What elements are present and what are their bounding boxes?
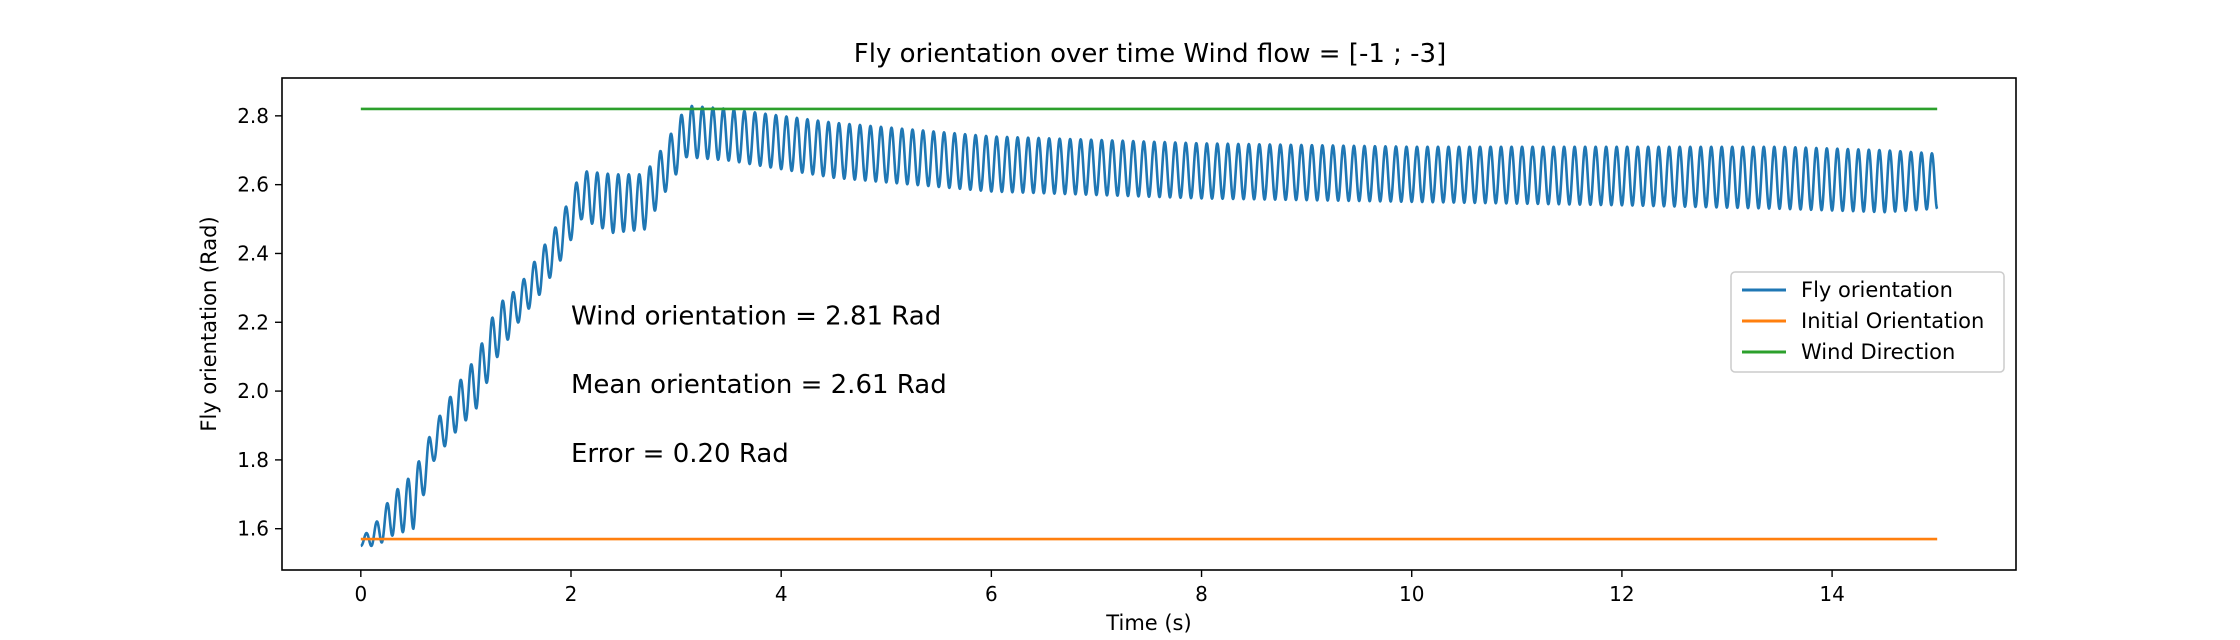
x-tick-label: 12	[1609, 582, 1634, 606]
legend-label-wind-direction: Wind Direction	[1801, 340, 1955, 364]
x-tick-label: 0	[354, 582, 367, 606]
series-line-fly-orientation	[359, 104, 1939, 548]
x-tick-label: 14	[1819, 582, 1844, 606]
x-tick-label: 8	[1195, 582, 1208, 606]
y-tick-label: 1.8	[237, 448, 269, 472]
y-tick-label: 2.6	[237, 173, 269, 197]
legend: Fly orientation Initial Orientation Wind…	[1730, 271, 2005, 373]
plot-frame	[281, 77, 2017, 571]
annotation-1: Wind orientation = 2.81 Rad	[571, 301, 941, 331]
x-tick-label: 6	[985, 582, 998, 606]
x-axis-label: Time (s)	[1105, 611, 1191, 635]
annotation-3: Error = 0.20 Rad	[571, 439, 789, 469]
x-tick-label: 4	[775, 582, 788, 606]
y-axis-label: Fly orientation (Rad)	[197, 216, 221, 431]
chart-title: Fly orientation over time Wind flow = [-…	[854, 39, 1446, 69]
y-tick-label: 2.4	[237, 241, 269, 265]
y-tick-label: 2.8	[237, 104, 269, 128]
y-tick-label: 2.0	[237, 379, 269, 403]
y-tick-label: 1.6	[237, 517, 269, 541]
x-tick-label: 2	[565, 582, 578, 606]
y-tick-label: 2.2	[237, 310, 269, 334]
legend-label-initial-orientation: Initial Orientation	[1801, 309, 1984, 333]
legend-label-fly-orientation: Fly orientation	[1801, 278, 1953, 302]
annotation-2: Mean orientation = 2.61 Rad	[571, 370, 947, 400]
legend-box	[1730, 271, 2005, 373]
x-tick-label: 10	[1399, 582, 1424, 606]
